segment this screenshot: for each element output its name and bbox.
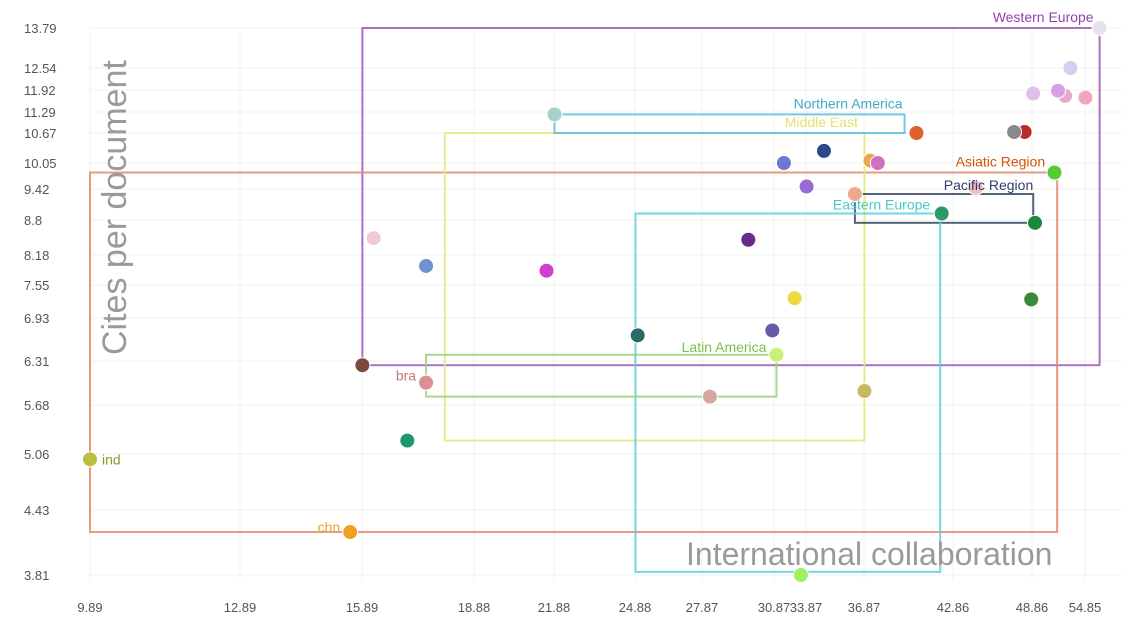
data-point[interactable]	[1091, 20, 1108, 36]
y-tick-label: 8.18	[24, 248, 49, 263]
data-point[interactable]	[1006, 123, 1023, 140]
region-box-eastern-europe	[634, 212, 942, 573]
data-point[interactable]	[354, 357, 371, 374]
region-box-asiatic-region	[89, 171, 1059, 534]
data-point[interactable]	[740, 231, 757, 248]
x-tick-label: 24.88	[619, 600, 652, 615]
y-axis-title: Cites per document	[96, 60, 134, 355]
data-point[interactable]	[1027, 214, 1044, 231]
data-point[interactable]	[1023, 291, 1040, 308]
data-point[interactable]	[786, 290, 803, 307]
grid	[89, 27, 1122, 580]
y-tick-label: 7.55	[24, 278, 49, 293]
region-label: Latin America	[682, 339, 767, 355]
data-point[interactable]	[538, 262, 555, 279]
point-label: bra	[396, 368, 416, 384]
data-point[interactable]	[546, 106, 563, 123]
x-tick-label: 27.87	[686, 600, 719, 615]
y-tick-label: 9.42	[24, 182, 49, 197]
x-tick-label: 9.89	[77, 600, 102, 615]
data-point[interactable]	[846, 186, 863, 202]
point-label: ind	[102, 451, 121, 467]
data-point[interactable]	[967, 179, 984, 196]
y-tick-label: 6.93	[24, 311, 49, 326]
data-point[interactable]	[1050, 82, 1067, 99]
labels: Western Europe Asiatic Region Middle East N…	[102, 9, 1094, 535]
region-label: Northern America	[794, 95, 903, 111]
data-point[interactable]	[798, 178, 815, 195]
y-tick-label: 13.79	[24, 21, 57, 36]
region-label: Pacific Region	[944, 177, 1034, 193]
data-point[interactable]	[775, 155, 792, 171]
data-points	[82, 20, 1108, 583]
y-tick-label: 11.29	[24, 105, 56, 120]
data-point[interactable]	[815, 142, 832, 159]
data-point[interactable]	[629, 327, 646, 344]
x-tick-label: 36.87	[848, 600, 881, 615]
data-point[interactable]	[1025, 85, 1042, 102]
y-tick-label: 6.31	[24, 354, 49, 369]
region-box-middle-east	[443, 132, 866, 442]
data-point[interactable]	[792, 567, 809, 583]
data-point[interactable]	[768, 346, 785, 363]
region-box-northern-america	[553, 113, 906, 134]
data-point[interactable]	[342, 524, 359, 541]
x-tick-label: 54.85	[1069, 600, 1102, 615]
data-point[interactable]	[933, 205, 950, 222]
data-point[interactable]	[418, 374, 435, 391]
y-tick-label: 5.06	[24, 447, 49, 462]
x-tick-label: 48.86	[1016, 600, 1049, 615]
x-tick-label: 30.87	[758, 600, 791, 615]
y-tick-label: 10.05	[24, 156, 57, 171]
data-point[interactable]	[1062, 60, 1079, 76]
region-box-pacific-region	[853, 193, 1035, 224]
x-tick-label: 33.87	[790, 600, 823, 615]
y-tick-label: 3.81	[24, 568, 49, 583]
data-point[interactable]	[82, 451, 98, 468]
region-label: Asiatic Region	[956, 153, 1046, 169]
data-point[interactable]	[1046, 164, 1063, 181]
x-tick-label: 15.89	[346, 600, 379, 615]
y-tick-label: 8.8	[24, 213, 42, 228]
data-point[interactable]	[869, 155, 886, 171]
region-boxes	[89, 27, 1101, 573]
region-label: Eastern Europe	[833, 197, 930, 213]
data-point[interactable]	[365, 230, 382, 247]
data-point[interactable]	[1077, 89, 1094, 106]
y-tick-label: 10.67	[24, 126, 57, 141]
data-point[interactable]	[399, 432, 416, 449]
y-tick-label: 5.68	[24, 398, 49, 413]
data-point[interactable]	[418, 257, 435, 274]
point-label: chn	[318, 519, 341, 535]
x-tick-label: 42.86	[937, 600, 970, 615]
data-point[interactable]	[908, 125, 925, 141]
data-point[interactable]	[764, 322, 781, 339]
x-axis-title: International collaboration	[686, 536, 1052, 572]
y-tick-label: 4.43	[24, 503, 49, 518]
y-tick-label: 12.54	[24, 61, 57, 76]
region-box-western-europe	[361, 27, 1101, 367]
y-tick-label: 11.92	[24, 83, 56, 98]
data-point[interactable]	[856, 383, 873, 400]
data-point[interactable]	[701, 388, 718, 405]
axis-ticks: 9.89 12.89 15.89 18.88 21.88 24.88 27.87 30.87 3…	[24, 21, 1101, 615]
region-label: Middle East	[785, 114, 858, 130]
x-tick-label: 12.89	[224, 600, 257, 615]
region-label: Western Europe	[993, 9, 1094, 25]
x-tick-label: 18.88	[458, 600, 491, 615]
x-tick-label: 21.88	[538, 600, 571, 615]
